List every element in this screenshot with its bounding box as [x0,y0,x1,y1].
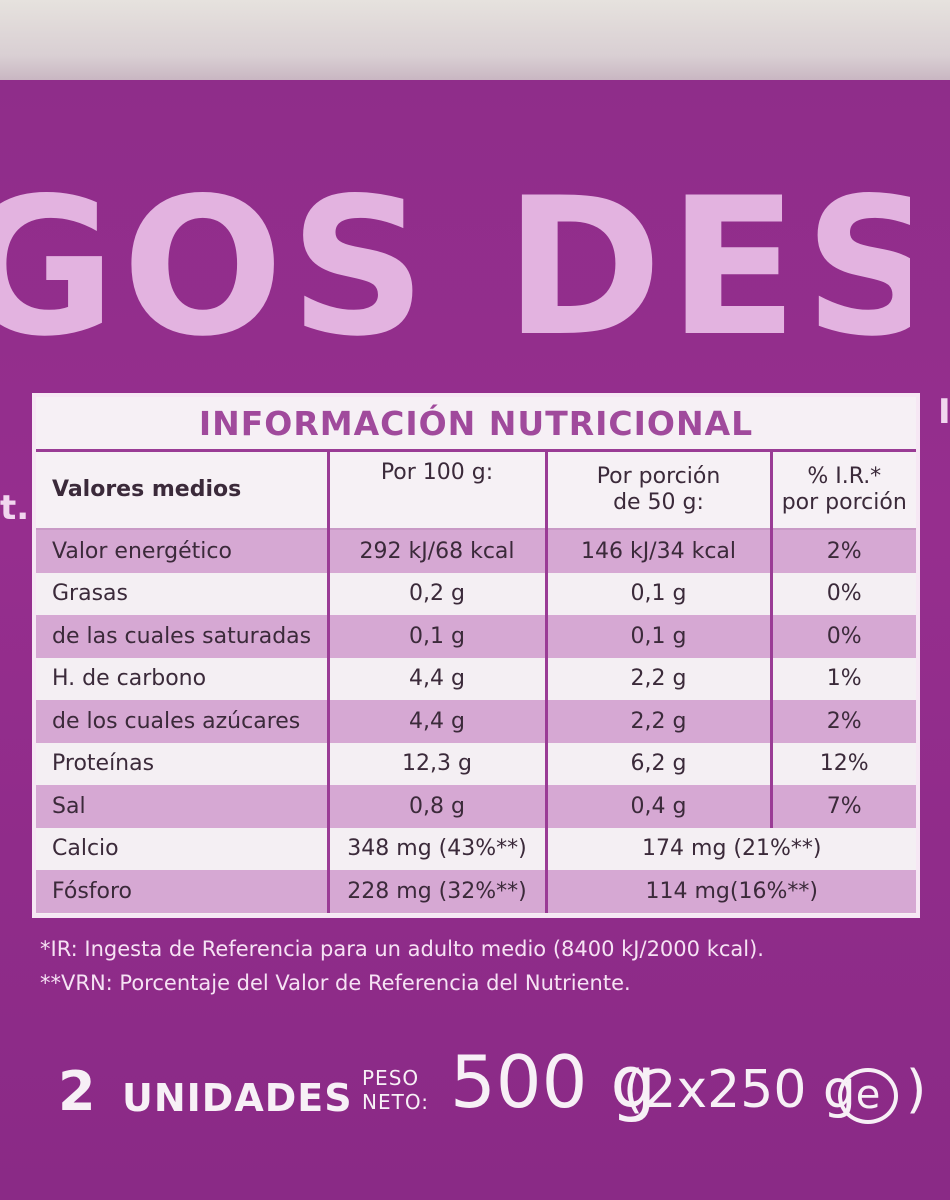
row-label: Grasas [36,572,328,615]
row-ir: 2% [769,700,916,743]
table-row: de los cuales azúcares 4,4 g 2,2 g 2% [36,700,916,743]
table-row: Grasas 0,2 g 0,1 g 0% [36,572,916,615]
mineral-per100: 228 mg (32%**) [326,870,546,913]
side-mark-right: I [938,392,950,432]
side-mark-left: t. [0,488,30,528]
row-per100: 4,4 g [326,657,546,700]
table-row: de las cuales saturadas 0,1 g 0,1 g 0% [36,615,916,658]
net-weight: 500 g [450,1040,657,1124]
row-portion: 0,4 g [544,785,771,828]
footnote-ir: *IR: Ingesta de Referencia para un adult… [40,937,764,961]
weight-detail: (2x250 g [623,1060,856,1120]
mineral-portion: 114 mg(16%**) [544,870,916,913]
row-label: Sal [36,785,328,828]
nutrition-table-box: INFORMACIÓN NUTRICIONAL Valores medios P… [32,393,920,918]
mineral-label: Calcio [36,827,328,870]
header-per-portion-line2: de 50 g: [613,490,704,515]
row-portion: 0,1 g [544,572,771,615]
weight-line: 2 UNIDADES PESO NETO: 500 g (2x250 g e ) [58,1040,938,1150]
row-per100: 292 kJ/68 kcal [326,529,546,573]
table-row: Valor energético 292 kJ/68 kcal 146 kJ/3… [36,529,916,573]
row-ir: 2% [769,529,916,573]
nutrition-table: Valores medios Por 100 g: Por porción de… [36,452,916,913]
row-label: Valor energético [36,529,328,573]
row-label: de las cuales saturadas [36,615,328,658]
neto-line: NETO: [362,1090,429,1114]
units-count: 2 [58,1060,96,1123]
header-per-portion: Por porción de 50 g: [544,452,771,530]
row-ir: 0% [769,572,916,615]
row-ir: 7% [769,785,916,828]
row-portion: 2,2 g [544,657,771,700]
units-label: UNIDADES [122,1076,353,1120]
mineral-portion: 174 mg (21%**) [544,827,916,870]
table-row: Proteínas 12,3 g 6,2 g 12% [36,742,916,785]
row-per100: 0,1 g [326,615,546,658]
header-ir-line2: por porción [781,490,907,515]
footnotes: *IR: Ingesta de Referencia para un adult… [40,932,940,1000]
row-portion: 0,1 g [544,615,771,658]
header-ir-line1: % I.R.* [807,464,882,489]
closing-paren: ) [906,1060,927,1120]
mineral-label: Fósforo [36,870,328,913]
header-per-portion-line1: Por porción [596,464,721,489]
nutrition-title: INFORMACIÓN NUTRICIONAL [36,397,916,452]
header-per-100g: Por 100 g: [326,452,546,530]
table-row: Sal 0,8 g 0,4 g 7% [36,785,916,828]
row-label: de los cuales azúcares [36,700,328,743]
package-top-edge [0,0,950,80]
row-ir: 1% [769,657,916,700]
header-valores-medios: Valores medios [36,452,328,530]
row-ir: 0% [769,615,916,658]
row-ir: 12% [769,742,916,785]
row-label: Proteínas [36,742,328,785]
row-per100: 0,2 g [326,572,546,615]
peso-neto-label: PESO NETO: [362,1066,429,1114]
row-per100: 0,8 g [326,785,546,828]
table-header-row: Valores medios Por 100 g: Por porción de… [36,452,916,530]
table-row: H. de carbono 4,4 g 2,2 g 1% [36,657,916,700]
table-row: Calcio 348 mg (43%**) 174 mg (21%**) [36,827,916,870]
footnote-vrn: **VRN: Porcentaje del Valor de Referenci… [40,971,631,995]
table-row: Fósforo 228 mg (32%**) 114 mg(16%**) [36,870,916,913]
row-per100: 4,4 g [326,700,546,743]
row-portion: 6,2 g [544,742,771,785]
header-ir: % I.R.* por porción [769,452,916,530]
row-portion: 2,2 g [544,700,771,743]
row-per100: 12,3 g [326,742,546,785]
mineral-per100: 348 mg (43%**) [326,827,546,870]
estimated-e-icon: e [838,1068,898,1124]
peso-line: PESO [362,1066,420,1090]
row-portion: 146 kJ/34 kcal [544,529,771,573]
product-name: GOS DESNA [0,168,910,368]
row-label: H. de carbono [36,657,328,700]
